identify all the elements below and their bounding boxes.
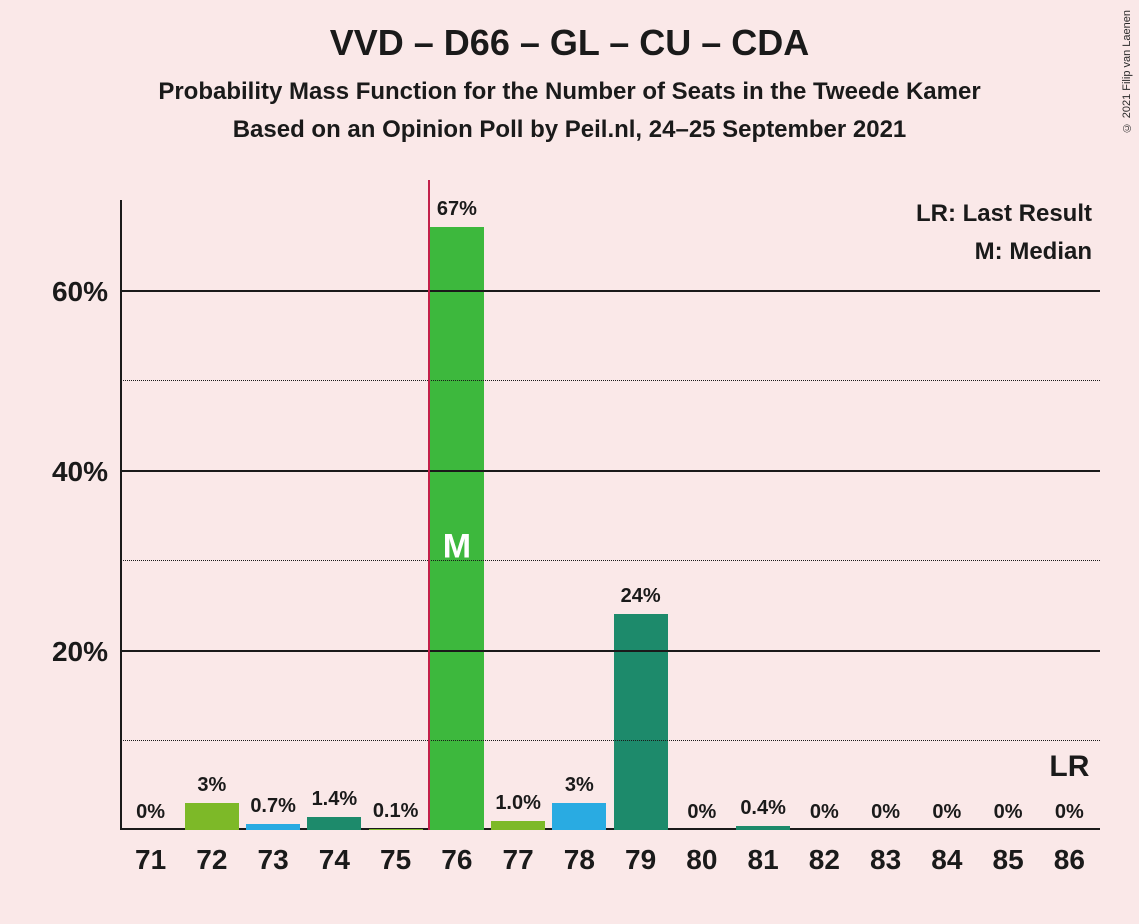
bar-slot: 24%79 bbox=[614, 200, 668, 830]
x-axis-tick-label: 74 bbox=[319, 844, 350, 876]
x-axis-tick-label: 85 bbox=[993, 844, 1024, 876]
bar-slot: 0%82 bbox=[797, 200, 851, 830]
bar: 0.7% bbox=[246, 824, 300, 830]
bar-slot: 0.4%81 bbox=[736, 200, 790, 830]
bar-slot: 0%84 bbox=[920, 200, 974, 830]
bar-slot: 0%71 bbox=[124, 200, 178, 830]
bar-slot: 0%85 bbox=[981, 200, 1035, 830]
bar-slot: 3%72 bbox=[185, 200, 239, 830]
bar: 3% bbox=[185, 803, 239, 830]
median-mark: M bbox=[443, 527, 471, 566]
gridline-minor bbox=[120, 380, 1100, 381]
bar-slot: 67%76 bbox=[430, 200, 484, 830]
bar: 3% bbox=[552, 803, 606, 830]
x-axis-tick-label: 82 bbox=[809, 844, 840, 876]
titles-block: VVD – D66 – GL – CU – CDA Probability Ma… bbox=[0, 22, 1139, 154]
bar-value-label: 1.0% bbox=[495, 792, 541, 815]
bar-value-label: 0.4% bbox=[740, 797, 786, 820]
y-axis-tick-label: 60% bbox=[52, 276, 108, 308]
subtitle-1: Probability Mass Function for the Number… bbox=[0, 78, 1139, 106]
gridline-major: 40% bbox=[120, 470, 1100, 472]
x-axis-tick-label: 81 bbox=[748, 844, 779, 876]
bar-value-label: 0% bbox=[687, 801, 716, 824]
x-axis-tick-label: 83 bbox=[870, 844, 901, 876]
bar-value-label: 1.4% bbox=[312, 788, 358, 811]
bars-group: 0%713%720.7%731.4%740.1%7567%761.0%773%7… bbox=[120, 200, 1100, 830]
lr-mark: LR bbox=[1049, 750, 1089, 784]
bar-value-label: 0% bbox=[871, 801, 900, 824]
bar-value-label: 0% bbox=[932, 801, 961, 824]
x-axis-tick-label: 79 bbox=[625, 844, 656, 876]
x-axis-tick-label: 73 bbox=[258, 844, 289, 876]
bar-value-label: 0.1% bbox=[373, 800, 419, 823]
x-axis-tick-label: 77 bbox=[503, 844, 534, 876]
bar-value-label: 0% bbox=[994, 801, 1023, 824]
median-line bbox=[428, 180, 430, 830]
gridline-minor bbox=[120, 740, 1100, 741]
bar: 0.4% bbox=[736, 826, 790, 830]
bar-value-label: 3% bbox=[565, 774, 594, 797]
x-axis-tick-label: 71 bbox=[135, 844, 166, 876]
gridline-major: 20% bbox=[120, 650, 1100, 652]
y-axis-tick-label: 20% bbox=[52, 636, 108, 668]
subtitle-2: Based on an Opinion Poll by Peil.nl, 24–… bbox=[0, 116, 1139, 144]
bar-slot: 0%80 bbox=[675, 200, 729, 830]
bar-slot: 0%83 bbox=[859, 200, 913, 830]
x-axis-tick-label: 80 bbox=[686, 844, 717, 876]
bar: 0.1% bbox=[369, 829, 423, 830]
bar-slot: 3%78 bbox=[552, 200, 606, 830]
plot-area: LR: Last Result M: Median 0%713%720.7%73… bbox=[120, 200, 1100, 830]
bar-value-label: 0% bbox=[136, 801, 165, 824]
gridline-major: 60% bbox=[120, 290, 1100, 292]
bar: 1.4% bbox=[307, 817, 361, 830]
x-axis-tick-label: 84 bbox=[931, 844, 962, 876]
chart-container: © 2021 Filip van Laenen VVD – D66 – GL –… bbox=[0, 0, 1139, 924]
main-title: VVD – D66 – GL – CU – CDA bbox=[0, 22, 1139, 64]
bar-value-label: 67% bbox=[437, 198, 477, 221]
bar-slot: 1.0%77 bbox=[491, 200, 545, 830]
bar-slot: 0%86 bbox=[1042, 200, 1096, 830]
bar-value-label: 0.7% bbox=[250, 795, 296, 818]
bar-value-label: 0% bbox=[810, 801, 839, 824]
gridline-minor bbox=[120, 560, 1100, 561]
bar-slot: 0.1%75 bbox=[369, 200, 423, 830]
bar-value-label: 3% bbox=[197, 774, 226, 797]
x-axis-tick-label: 86 bbox=[1054, 844, 1085, 876]
bar-value-label: 24% bbox=[621, 585, 661, 608]
bar: 24% bbox=[614, 614, 668, 830]
x-axis-tick-label: 72 bbox=[196, 844, 227, 876]
bar-value-label: 0% bbox=[1055, 801, 1084, 824]
x-axis-tick-label: 75 bbox=[380, 844, 411, 876]
x-axis-tick-label: 78 bbox=[564, 844, 595, 876]
bar-slot: 1.4%74 bbox=[307, 200, 361, 830]
x-axis-tick-label: 76 bbox=[441, 844, 472, 876]
y-axis-tick-label: 40% bbox=[52, 456, 108, 488]
bar-slot: 0.7%73 bbox=[246, 200, 300, 830]
bar: 1.0% bbox=[491, 821, 545, 830]
